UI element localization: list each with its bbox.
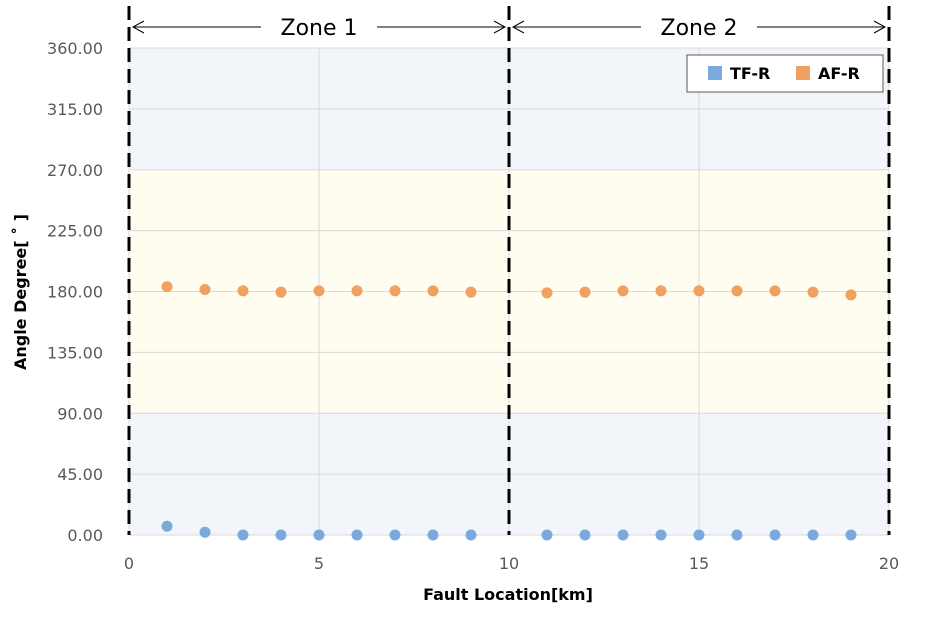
data-point-af-r — [807, 286, 819, 298]
y-tick-label: 0.00 — [67, 526, 103, 545]
data-point-tf-r — [807, 529, 819, 541]
data-point-tf-r — [313, 529, 325, 541]
zone-label-2: Zone 2 — [661, 16, 738, 41]
y-tick-label: 90.00 — [57, 404, 103, 423]
data-point-tf-r — [351, 529, 363, 541]
zone-arrowhead-left — [511, 20, 525, 34]
zone-arrowhead-right — [873, 20, 887, 34]
legend-swatch-af-r — [796, 66, 810, 80]
data-point-tf-r — [655, 529, 667, 541]
data-point-af-r — [579, 286, 591, 298]
data-point-tf-r — [617, 529, 629, 541]
y-tick-label: 45.00 — [57, 465, 103, 484]
x-tick-label: 20 — [879, 554, 899, 573]
y-axis-title: Angle Degree[ ˚ ] — [11, 214, 30, 370]
data-point-af-r — [313, 285, 325, 297]
y-axis-ticks: 0.00 45.00 90.00 135.00 180.00 225.00 270.00 31… — [47, 39, 103, 545]
data-point-tf-r — [769, 529, 781, 541]
y-tick-label: 315.00 — [47, 100, 103, 119]
x-axis-ticks: 0 5 10 15 20 — [124, 554, 899, 573]
data-point-tf-r — [161, 520, 173, 532]
zone-arrowhead-right — [493, 20, 507, 34]
data-point-af-r — [237, 285, 249, 297]
data-point-af-r — [351, 285, 363, 297]
data-point-tf-r — [693, 529, 705, 541]
zone-arrowhead-left — [131, 20, 145, 34]
legend-swatch-tf-r — [708, 66, 722, 80]
y-tick-label: 135.00 — [47, 343, 103, 362]
data-point-tf-r — [275, 529, 287, 541]
y-tick-label: 225.00 — [47, 222, 103, 241]
data-point-af-r — [427, 285, 439, 297]
data-point-tf-r — [541, 529, 553, 541]
data-point-tf-r — [465, 529, 477, 541]
legend: TF-R AF-R — [686, 54, 884, 93]
x-tick-label: 0 — [124, 554, 134, 573]
data-point-tf-r — [427, 529, 439, 541]
data-point-tf-r — [237, 529, 249, 541]
legend-label-tf-r: TF-R — [730, 64, 770, 83]
zone-label-1: Zone 1 — [281, 16, 358, 41]
data-point-af-r — [655, 285, 667, 297]
x-tick-label: 10 — [499, 554, 519, 573]
legend-label-af-r: AF-R — [818, 64, 860, 83]
data-point-af-r — [275, 286, 287, 298]
data-point-af-r — [693, 285, 705, 297]
x-tick-label: 15 — [689, 554, 709, 573]
y-tick-label: 360.00 — [47, 39, 103, 58]
data-point-af-r — [769, 285, 781, 297]
data-point-tf-r — [389, 529, 401, 541]
data-point-tf-r — [731, 529, 743, 541]
data-point-af-r — [541, 287, 553, 299]
x-tick-label: 5 — [314, 554, 324, 573]
y-tick-label: 270.00 — [47, 161, 103, 180]
data-point-af-r — [617, 285, 629, 297]
data-point-tf-r — [579, 529, 591, 541]
zone-markers: Zone 1 Zone 2 — [127, 6, 891, 535]
data-point-af-r — [845, 289, 857, 301]
data-point-af-r — [465, 286, 477, 298]
data-point-af-r — [731, 285, 743, 297]
y-tick-label: 180.00 — [47, 283, 103, 302]
data-point-af-r — [389, 285, 401, 297]
x-axis-title: Fault Location[km] — [423, 585, 593, 604]
data-point-tf-r — [199, 526, 211, 538]
data-points — [161, 281, 857, 541]
data-point-af-r — [161, 281, 173, 293]
data-point-af-r — [199, 283, 211, 295]
data-point-tf-r — [845, 529, 857, 541]
